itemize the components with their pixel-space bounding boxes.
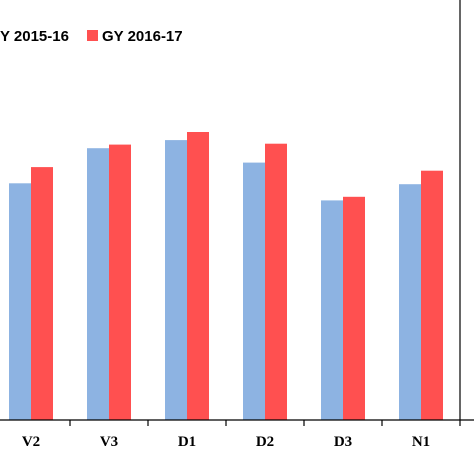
bar-v3-series-1 [87,148,109,420]
legend: Y 2015-16 GY 2016-17 [0,28,183,45]
x-tick-label-d2: D2 [256,434,274,450]
bar-d3-series-1 [321,200,343,420]
bar-v2-series-2 [31,167,53,420]
bar-v3-series-2 [109,144,131,420]
bar-v2-series-1 [9,183,31,420]
x-axis-tick-labels: V2 V3 D1 D2 D3 N1 [22,434,430,450]
bar-d1-series-1 [165,140,187,420]
x-tick-label-v3: V3 [100,434,118,450]
x-tick-label-v2: V2 [22,434,40,450]
x-tick-label-d1: D1 [178,434,196,450]
x-axis-ticks [69,420,461,426]
bar-d1-series-2 [187,132,209,420]
bar-n1-series-1 [399,184,421,420]
bar-d3-series-2 [343,196,365,420]
bar-n1-series-2 [421,170,443,420]
x-tick-label-n1: N1 [412,434,430,450]
x-tick-label-d3: D3 [334,434,352,450]
legend-label-series-2: GY 2016-17 [102,28,183,45]
bar-d2-series-1 [243,162,265,420]
bars [9,132,443,420]
bar-d2-series-2 [265,143,287,420]
legend-swatch-series-2 [87,30,98,41]
legend-label-series-1: Y 2015-16 [0,28,69,45]
